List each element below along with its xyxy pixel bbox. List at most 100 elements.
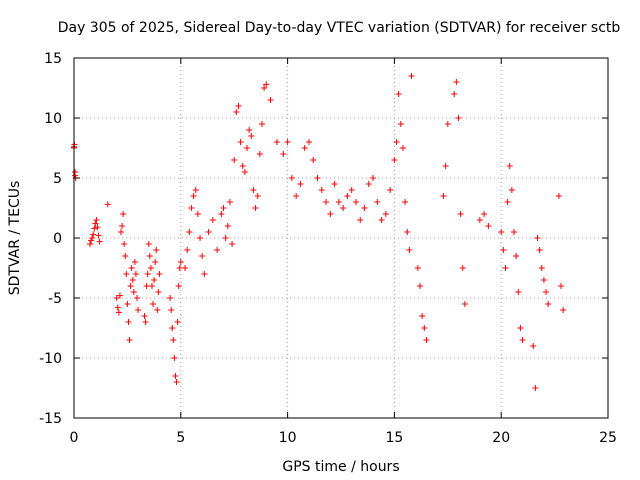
x-tick-label: 5 <box>176 430 185 446</box>
data-point <box>231 157 238 163</box>
data-point <box>288 175 295 181</box>
data-point <box>244 145 251 151</box>
data-point <box>419 313 426 319</box>
data-point <box>314 175 321 181</box>
data-point <box>194 211 201 217</box>
data-point <box>348 187 355 193</box>
data-point <box>511 229 518 235</box>
data-point <box>555 193 562 199</box>
data-point <box>218 211 225 217</box>
data-point <box>201 271 208 277</box>
grid <box>74 58 608 418</box>
data-point <box>273 139 280 145</box>
x-tick-label: 25 <box>599 430 617 446</box>
data-point <box>134 295 141 301</box>
x-axis-label: GPS time / hours <box>282 459 399 475</box>
data-point <box>151 277 158 283</box>
data-point <box>124 301 131 307</box>
data-point <box>184 247 191 253</box>
data-point <box>113 295 120 301</box>
data-point <box>170 337 177 343</box>
data-point <box>153 247 160 253</box>
data-point <box>182 265 189 271</box>
data-point <box>481 211 488 217</box>
ticks <box>73 57 609 419</box>
data-point <box>365 181 372 187</box>
data-point <box>560 307 567 313</box>
data-point <box>235 103 242 109</box>
data-point <box>152 259 159 265</box>
y-tick-label: -10 <box>39 351 62 367</box>
data-point <box>423 337 430 343</box>
data-point <box>370 175 377 181</box>
data-point <box>513 253 520 259</box>
data-point <box>545 301 552 307</box>
data-point <box>172 373 179 379</box>
data-point <box>504 199 511 205</box>
data-point <box>391 157 398 163</box>
data-point <box>167 295 174 301</box>
data-point <box>305 139 312 145</box>
data-point <box>121 241 128 247</box>
y-tick-label: 0 <box>53 231 62 247</box>
data-point <box>104 201 111 208</box>
data-point <box>93 217 100 223</box>
y-tick-label: -15 <box>39 411 62 427</box>
data-point <box>318 187 325 193</box>
data-point <box>258 121 265 127</box>
data-point <box>327 211 334 217</box>
data-point <box>246 127 253 133</box>
data-point <box>96 238 103 245</box>
data-point <box>114 304 121 311</box>
y-tick-label: -5 <box>48 291 62 307</box>
data-point <box>241 169 248 175</box>
data-point <box>402 199 409 205</box>
data-point <box>444 121 451 127</box>
data-point <box>530 343 537 349</box>
data-point <box>297 181 304 187</box>
data-point <box>122 253 129 259</box>
data-point <box>117 229 124 235</box>
data-point <box>171 355 178 361</box>
data-point <box>393 139 400 145</box>
data-point <box>116 292 123 299</box>
data-point <box>237 139 244 145</box>
data-point <box>284 139 291 145</box>
data-point <box>451 91 458 97</box>
data-point <box>155 289 162 295</box>
data-point <box>92 220 99 227</box>
data-point <box>519 337 526 343</box>
data-point <box>256 151 263 157</box>
data-point <box>91 225 98 232</box>
data-point <box>301 145 308 151</box>
data-point <box>263 81 270 88</box>
data-point <box>143 283 150 289</box>
data-point <box>254 193 261 199</box>
data-point <box>130 289 137 295</box>
data-point <box>340 205 347 211</box>
x-tick-label: 20 <box>492 430 510 446</box>
data-point <box>267 97 274 103</box>
data-point <box>344 193 351 199</box>
data-point <box>147 265 154 271</box>
data-point <box>397 121 404 127</box>
data-point <box>280 151 287 157</box>
data-point <box>485 223 492 229</box>
data-point <box>197 235 204 241</box>
data-point <box>323 199 330 205</box>
data-point <box>399 145 406 151</box>
data-point <box>141 313 148 319</box>
data-point <box>532 385 539 391</box>
data-point <box>442 163 449 169</box>
data-point <box>131 259 138 265</box>
data-point <box>453 79 460 85</box>
data-point <box>173 379 180 385</box>
data-point <box>395 91 402 97</box>
data-point <box>169 325 176 331</box>
data-point <box>387 187 394 193</box>
x-tick-label: 10 <box>279 430 297 446</box>
data-point <box>310 157 317 163</box>
data-point <box>199 253 206 259</box>
data-point <box>382 211 389 217</box>
data-point <box>89 235 96 241</box>
